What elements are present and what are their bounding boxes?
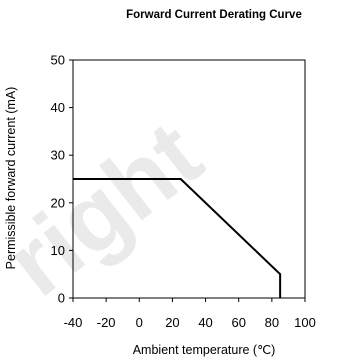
x-axis-ticks: -40 -20 0 20 40 60 80 100: [64, 298, 316, 330]
x-tick-label: 100: [294, 315, 316, 330]
x-tick-label: 60: [231, 315, 245, 330]
y-axis-ticks: 0 10 20 30 40 50: [51, 53, 73, 306]
y-axis-label: Permissible forward current (mA): [4, 87, 18, 270]
y-tick-label: 30: [51, 148, 65, 163]
x-tick-label: 0: [136, 315, 143, 330]
y-tick-label: 50: [51, 53, 65, 68]
x-tick-label: 80: [265, 315, 279, 330]
derating-curve-line: [73, 178, 282, 298]
x-tick-label: 20: [165, 315, 179, 330]
x-axis-label: Ambient temperature (℃): [133, 343, 276, 357]
chart-title: Forward Current Derating Curve: [126, 9, 302, 21]
watermark: right: [0, 101, 221, 317]
y-tick-label: 40: [51, 100, 65, 115]
y-tick-label: 0: [58, 291, 65, 306]
y-tick-label: 10: [51, 243, 65, 258]
x-tick-label: -20: [97, 315, 116, 330]
y-tick-label: 20: [51, 195, 65, 210]
series-layer: [73, 178, 282, 298]
x-tick-label: -40: [64, 315, 83, 330]
x-tick-label: 40: [198, 315, 212, 330]
